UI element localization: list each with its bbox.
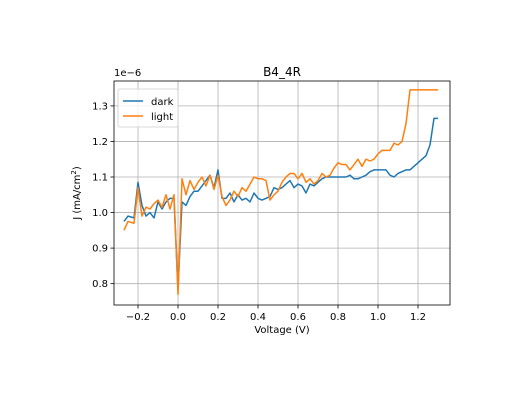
legend: dark light <box>118 89 178 127</box>
x-tick-label: −0.2 <box>126 312 150 323</box>
x-tick-label: 0.0 <box>170 312 186 323</box>
y-tick-label: 1.1 <box>92 173 108 184</box>
legend-label-dark: dark <box>151 97 174 108</box>
legend-label-light: light <box>151 112 173 123</box>
x-tick-label: 0.4 <box>250 312 266 323</box>
chart-title: B4_4R <box>263 65 301 79</box>
y-tick-label: 0.9 <box>92 244 108 255</box>
x-tick-label: 1.2 <box>410 312 426 323</box>
y-tick-label: 1.0 <box>92 208 108 219</box>
y-tick-label: 1.3 <box>92 101 108 112</box>
x-tick-label: 0.8 <box>330 312 346 323</box>
x-tick-label: 1.0 <box>370 312 386 323</box>
x-axis-label: Voltage (V) <box>254 325 309 336</box>
y-tick-label: 1.2 <box>92 137 108 148</box>
y-tick-label: 0.8 <box>92 279 108 290</box>
x-tick-label: 0.6 <box>290 312 306 323</box>
x-tick-label: 0.2 <box>210 312 226 323</box>
y-offset-text: 1e−6 <box>114 68 141 79</box>
